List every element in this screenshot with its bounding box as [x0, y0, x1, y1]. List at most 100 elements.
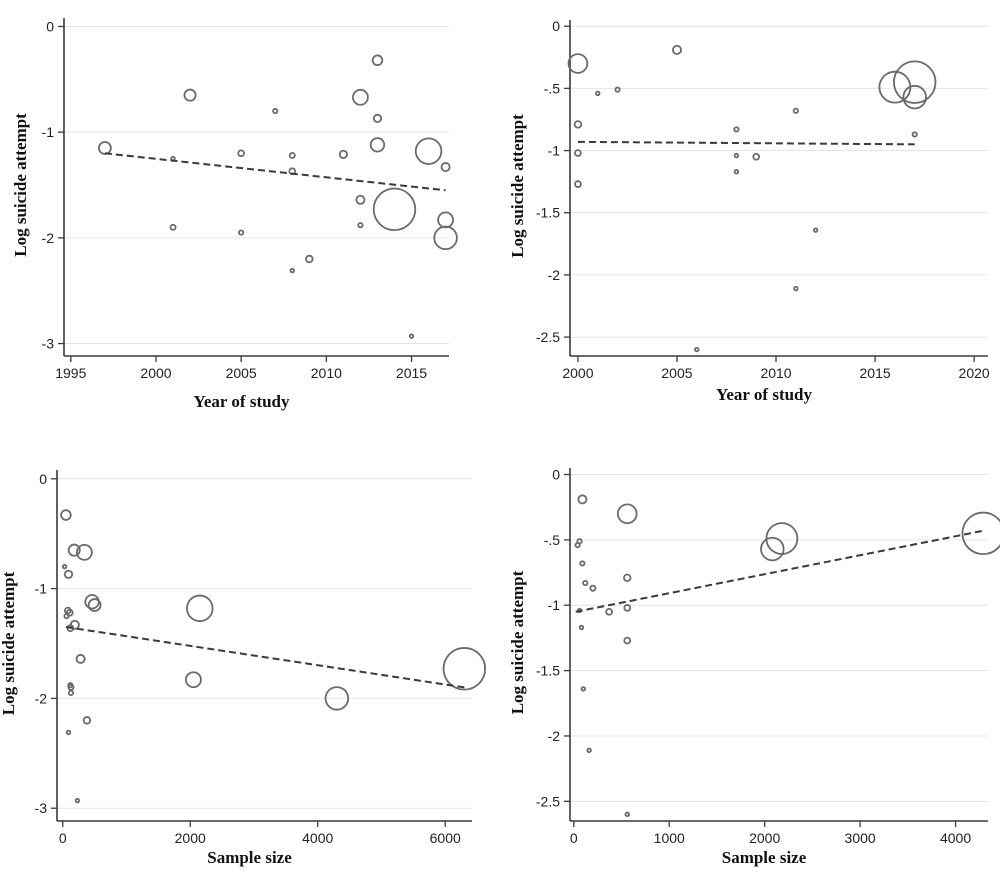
y-tick-label: 0	[552, 18, 560, 34]
study-bubble	[372, 113, 383, 124]
study-bubble	[605, 607, 613, 616]
study-bubble	[595, 90, 601, 97]
regression-fit-line	[577, 140, 915, 146]
study-bubble	[671, 44, 682, 55]
x-axis-title: Year of study	[716, 385, 813, 404]
x-tick-label: 2010	[760, 365, 791, 381]
y-tick-label: -1.5	[536, 663, 560, 679]
study-bubble	[911, 131, 918, 138]
x-tick-label: 3000	[845, 830, 876, 846]
x-tick-label: 2000	[140, 365, 171, 381]
x-tick-label: 4000	[940, 830, 971, 846]
panel-sample-size-b: 0 -.5 -1 -1.5 -2 -2.5 0 1000 2000 3000 4000 Sample …	[508, 467, 1000, 867]
panel-sample-size-a: 0 -1 -2 -3 0 2000 4000 6000 Sample size Log suici…	[0, 470, 487, 867]
x-tick-label: 6000	[430, 830, 461, 846]
study-bubble	[75, 653, 86, 664]
panel-year-of-study-b: 0 -.5 -1 -1.5 -2 -2.5 2000 2005 2010 2015 2020 Year…	[508, 18, 990, 404]
y-tick-label: -3	[42, 336, 55, 352]
study-bubble	[352, 88, 369, 106]
study-bubble	[183, 88, 197, 102]
x-axis-title: Year of study	[193, 392, 290, 411]
study-bubble	[69, 619, 80, 630]
study-bubble	[733, 169, 740, 175]
x-tick-label: 2005	[661, 365, 692, 381]
y-axis-title: Log suicide attempt	[0, 571, 18, 715]
study-bubble	[355, 194, 366, 205]
study-bubble	[567, 53, 589, 74]
y-axis-title: Log suicide attempt	[508, 570, 527, 714]
y-tick-label: 0	[46, 18, 54, 34]
x-tick-label: 2000	[175, 830, 206, 846]
y-tick-label: -1	[548, 597, 561, 613]
study-bubble	[589, 584, 597, 592]
study-bubble	[580, 686, 587, 692]
x-tick-label: 2000	[562, 365, 593, 381]
y-tick-label: -.5	[544, 80, 561, 96]
x-tick-label: 4000	[302, 830, 333, 846]
study-bubble	[765, 522, 799, 555]
y-tick-label: -2.5	[536, 793, 560, 809]
study-bubble	[289, 267, 295, 274]
y-tick-label: -1	[42, 124, 55, 140]
study-bubble	[357, 222, 364, 229]
study-bubble	[733, 152, 740, 159]
y-tick-label: -2	[35, 690, 48, 706]
study-bubble	[185, 671, 202, 689]
y-tick-label: 0	[39, 471, 47, 487]
y-tick-label: -1	[548, 143, 561, 159]
study-bubble	[616, 503, 638, 525]
study-bubble	[87, 598, 102, 612]
y-tick-label: -1	[35, 581, 48, 597]
study-bubble	[414, 137, 443, 165]
study-bubble	[578, 624, 585, 631]
study-bubble	[440, 162, 451, 173]
study-bubble	[288, 151, 296, 159]
study-bubble	[812, 227, 819, 233]
study-bubble	[586, 747, 592, 754]
y-axis-title: Log suicide attempt	[11, 113, 30, 257]
study-bubble	[338, 149, 348, 159]
study-bubble	[573, 120, 583, 129]
study-bubble	[579, 560, 586, 567]
study-bubble	[623, 573, 632, 583]
study-bubble	[574, 149, 582, 157]
study-bubble	[623, 604, 632, 612]
study-bubble	[614, 86, 621, 93]
x-tick-label: 2000	[749, 830, 780, 846]
study-bubble	[84, 594, 100, 610]
study-bubble	[582, 579, 589, 587]
y-tick-label: -1.5	[536, 205, 560, 221]
regression-fit-line	[104, 152, 446, 192]
study-bubble	[574, 180, 582, 188]
study-bubble	[76, 543, 93, 561]
y-tick-label: -2.5	[536, 329, 560, 345]
x-tick-label: 2015	[860, 365, 891, 381]
x-tick-label: 0	[59, 830, 67, 846]
y-tick-label: -2	[548, 728, 561, 744]
study-bubble	[369, 137, 386, 153]
study-bubble	[752, 152, 761, 161]
study-bubble	[792, 107, 799, 114]
study-bubble	[60, 509, 72, 521]
study-bubble	[237, 149, 246, 158]
study-bubble	[961, 511, 1000, 556]
study-bubble	[169, 223, 177, 231]
regression-fit-line	[65, 626, 465, 689]
x-tick-label: 0	[570, 830, 578, 846]
x-axis-title: Sample size	[207, 848, 292, 867]
study-bubble	[65, 729, 72, 736]
study-bubble	[324, 686, 350, 711]
study-bubble	[576, 538, 583, 545]
study-bubble	[238, 229, 245, 236]
study-bubble	[74, 797, 81, 804]
study-bubble	[893, 60, 937, 104]
study-bubble	[442, 647, 487, 691]
study-bubble	[433, 225, 458, 251]
study-bubble	[408, 333, 415, 339]
y-tick-label: -2	[42, 230, 55, 246]
study-bubble	[437, 211, 454, 229]
y-tick-label: 0	[552, 467, 560, 483]
x-tick-label: 2015	[396, 365, 427, 381]
